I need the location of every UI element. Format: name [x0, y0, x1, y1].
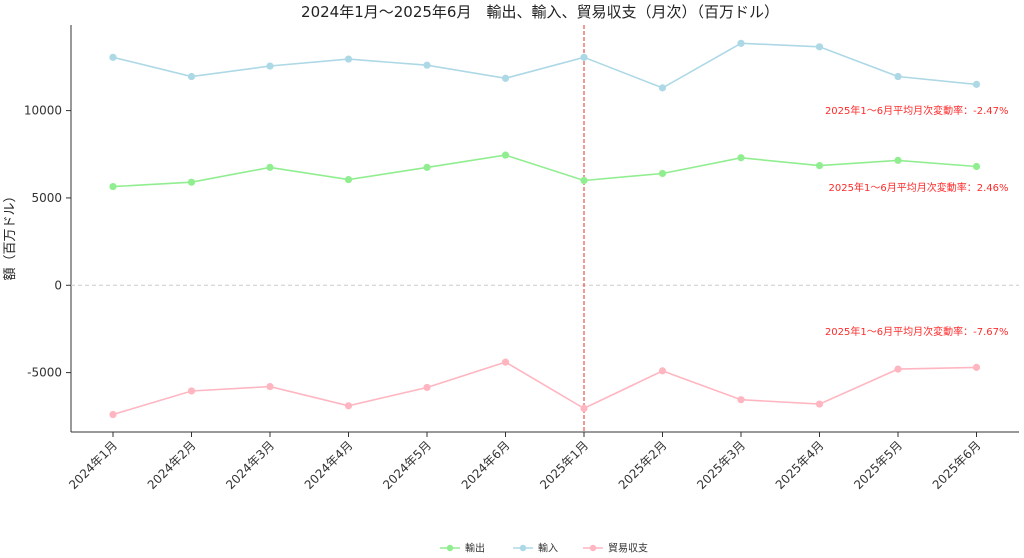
y-tick-label: 10000 [24, 104, 62, 118]
legend-item: 輸入 [513, 542, 558, 555]
series-point [815, 162, 824, 170]
series-point [815, 43, 824, 51]
series-point [501, 151, 510, 159]
series-point [423, 163, 431, 171]
chart-title: 2024年1月～2025年6月 輸出、輸入、貿易収支（月次）（百万ドル） [301, 3, 779, 21]
series-point [894, 365, 902, 373]
series-point [972, 80, 981, 88]
axes [70, 25, 1019, 433]
series-point [737, 154, 745, 162]
series-point [423, 61, 431, 69]
series-line-0 [112, 154, 977, 188]
tick-labels: -5000 0 5000 10000 2024年1月 2024年2月 2024年3月 2024… [24, 104, 984, 493]
series-point [187, 72, 196, 81]
series-line-1 [112, 42, 977, 89]
series-point [815, 400, 824, 408]
series-point [501, 358, 510, 366]
series-point [187, 178, 196, 186]
y-axis-label: 額（百万ドル） [3, 189, 18, 280]
x-tick-label: 2024年2月 [145, 438, 199, 492]
x-tick-label: 2025年4月 [773, 438, 827, 492]
x-tick-label: 2024年5月 [380, 438, 434, 492]
annotation-label: 2025年1～6月平均月次変動率：2.46% [829, 181, 1009, 194]
series-point [109, 182, 117, 191]
x-tick-label: 2025年5月 [851, 438, 905, 492]
legend-swatch-marker [446, 544, 454, 552]
annotations: 2025年1～6月平均月次変動率：-2.47% 2025年1～6月平均月次変動率：… [825, 104, 1009, 338]
series-point [266, 62, 274, 70]
y-tick-label: 0 [54, 278, 62, 292]
series-lines [109, 39, 981, 419]
series-point [187, 387, 196, 395]
series-point [658, 367, 667, 375]
legend-label: 貿易収支 [608, 543, 648, 555]
x-tick-label: 2024年4月 [302, 438, 356, 492]
legend-item: 輸出 [440, 542, 485, 555]
x-tick-label: 2025年1月 [537, 438, 591, 492]
series-point [894, 156, 902, 164]
x-tick-label: 2025年3月 [694, 438, 748, 492]
legend-label: 輸出 [465, 542, 485, 555]
legend-item: 貿易収支 [583, 543, 648, 555]
series-point [737, 396, 745, 404]
y-tick-label: -5000 [27, 366, 62, 380]
series-point [580, 176, 588, 185]
series-point [658, 84, 667, 92]
legend-swatch-marker [589, 544, 597, 552]
series-point [894, 72, 902, 81]
series-point [501, 74, 510, 82]
x-tick-label: 2024年1月 [66, 438, 120, 492]
x-tick-label: 2024年6月 [459, 438, 513, 492]
series-point [972, 162, 981, 171]
series-point [737, 39, 745, 47]
series-point [580, 53, 588, 61]
series-point [972, 363, 981, 371]
series-point [423, 383, 431, 392]
legend: 輸出 輸入 貿易収支 [440, 542, 648, 555]
series-point [266, 382, 274, 391]
x-tick-label: 2025年6月 [930, 438, 984, 492]
series-point [580, 404, 588, 413]
x-tick-label: 2024年3月 [223, 438, 277, 492]
series-point [109, 410, 117, 419]
series-line-2 [112, 361, 977, 416]
series-point [266, 163, 274, 171]
series-point [658, 169, 667, 178]
legend-swatch-marker [519, 544, 527, 552]
legend-label: 輸入 [538, 542, 558, 555]
x-tick-label: 2025年2月 [616, 438, 670, 492]
annotation-label: 2025年1～6月平均月次変動率：-2.47% [825, 104, 1009, 117]
annotation-label: 2025年1～6月平均月次変動率：-7.67% [825, 325, 1009, 338]
series-point [344, 175, 353, 184]
series-point [344, 55, 353, 63]
series-point [344, 402, 353, 410]
y-tick-label: 5000 [31, 191, 62, 205]
series-point [109, 53, 117, 61]
